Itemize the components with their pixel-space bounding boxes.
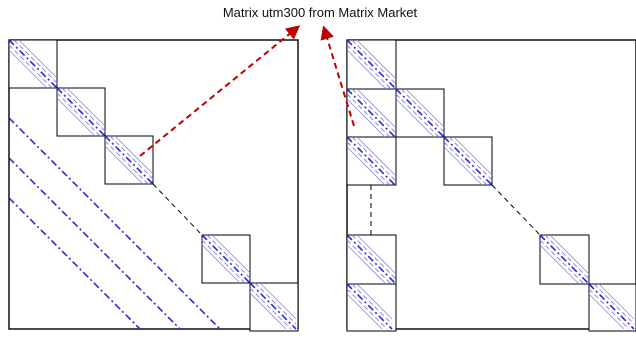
diagonal-hatch-line: [598, 283, 635, 320]
annotation-arrow-left: [139, 25, 301, 157]
diagonal-hatch-line: [346, 136, 396, 186]
diagonal-hatch-line: [588, 283, 635, 330]
diagonal-hatch-line: [201, 239, 246, 284]
offdiag-band: [9, 197, 142, 329]
diagonal-hatch-line: [211, 234, 251, 274]
diagonal-hatch-line: [254, 282, 297, 325]
diagonal-hatch-line: [356, 234, 397, 275]
diagonal-hatch-line: [351, 88, 396, 133]
diagonal-hatch-line: [346, 44, 392, 90]
diagonal-hatch-line: [346, 93, 391, 138]
diagonal-hatch-line: [346, 239, 392, 285]
diagonal-hatch-line: [56, 87, 106, 137]
diagonal-hatch-line: [18, 39, 58, 79]
diagonal-hatch-line: [351, 283, 393, 325]
diagonal-hatch-line: [346, 88, 396, 138]
diagonal-hatch-line: [539, 234, 590, 285]
annotation-arrow-right: [320, 25, 355, 127]
panel-left: [8, 39, 299, 332]
diagonal-hatch-line: [56, 97, 96, 137]
diagonal-hatch-line: [356, 136, 396, 176]
diagonal-hatch-line: [356, 39, 397, 80]
diagonal-hatch-line: [8, 44, 53, 89]
dashed-continuation-left: [152, 183, 203, 236]
offdiagonal-bands-left: [9, 117, 222, 329]
panel-right: [346, 39, 636, 332]
diagonal-hatch-line: [104, 135, 154, 185]
diagonal-hatch-line: [443, 141, 488, 186]
diagonal-hatch-line: [346, 283, 393, 330]
diagonal-hatch-line: [544, 234, 590, 280]
diagonal-hatch-line: [206, 234, 251, 279]
diagonal-hatch-line: [448, 136, 493, 181]
diagonal-hatch-line: [351, 234, 397, 280]
diagonal-hatch-line: [400, 88, 445, 133]
diagonal-hatch-line: [443, 136, 493, 186]
annotation-arrows: [139, 25, 355, 157]
diagonal-hatching-left: [8, 39, 297, 330]
diagonal-hatching-right: [346, 39, 635, 330]
diagonal-hatch-line: [8, 49, 48, 89]
diagonal-hatch-line: [114, 135, 154, 175]
diagonal-hatch-line: [61, 87, 106, 132]
diagonal-hatch-line: [346, 293, 383, 330]
diagonal-hatch-line: [104, 140, 149, 185]
diagonal-hatch-line: [588, 288, 630, 330]
matrix-frame-left: [8, 39, 299, 330]
diagonal-hatch-line: [395, 98, 435, 138]
diagonal-hatch-line: [405, 88, 445, 128]
offdiag-band: [9, 157, 182, 329]
diagonal-hatch-line: [346, 49, 387, 90]
diagonal-hatch-line: [539, 239, 585, 285]
diagonal-hatch-line: [346, 98, 386, 138]
diagonal-hatch-line: [66, 87, 106, 127]
diagonal-hatch-line: [346, 288, 388, 330]
diagonal-hatch-line: [249, 287, 292, 330]
diagram-caption: Matrix utm300 from Matrix Market: [222, 5, 418, 20]
dashed-continuation-right: [491, 184, 541, 236]
diagonal-hatch-line: [201, 244, 241, 284]
diagonal-hatch-line: [593, 283, 635, 325]
diagonal-hatch-line: [346, 141, 391, 186]
diagonal-hatch-line: [351, 39, 397, 85]
diagonal-hatch-line: [351, 136, 396, 181]
diagonal-hatch-line: [453, 136, 493, 176]
diagonal-hatch-line: [395, 88, 445, 138]
diagonal-hatch-line: [56, 92, 101, 137]
diagonal-hatch-line: [356, 88, 396, 128]
diagonal-hatch-line: [588, 293, 625, 330]
diagonal-hatch-line: [8, 39, 58, 89]
offdiag-band: [9, 117, 222, 329]
diagonal-hatch-line: [201, 234, 251, 284]
diagonal-hatch-line: [549, 234, 590, 275]
diagonal-hatch-line: [259, 282, 297, 320]
diagonal-hatch-line: [395, 93, 440, 138]
diagonal-hatch-line: [109, 135, 154, 180]
diagonal-hatch-line: [346, 244, 387, 285]
diagonal-hatch-line: [249, 282, 297, 330]
diagonal-hatch-line: [443, 146, 483, 186]
diagonal-hatch-line: [356, 283, 393, 320]
diagonal-hatch-line: [346, 39, 397, 90]
diagonal-hatch-line: [13, 39, 58, 84]
diagonal-hatch-line: [104, 145, 144, 185]
diagonal-hatch-line: [346, 146, 386, 186]
diagonal-hatch-line: [346, 234, 397, 285]
diagonal-hatch-line: [249, 292, 287, 330]
diagonal-hatch-line: [539, 244, 580, 285]
